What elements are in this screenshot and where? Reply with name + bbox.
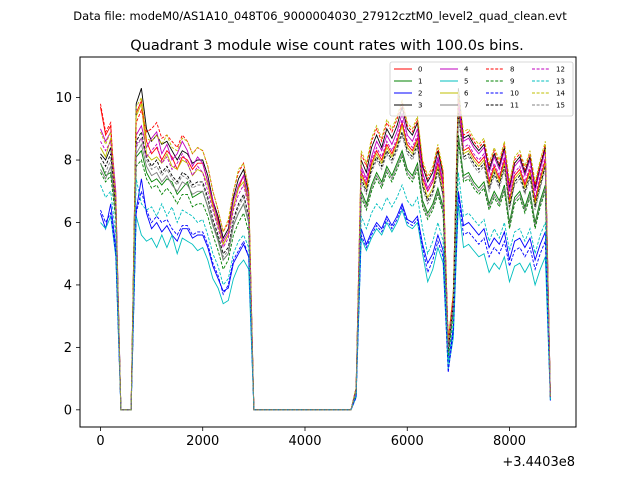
legend-label-9: 9 (510, 78, 514, 86)
series-line-5 (100, 203, 551, 411)
series-line-1 (100, 135, 551, 411)
series-line-10 (100, 191, 551, 411)
y-tick-label: 0 (64, 403, 72, 418)
legend-label-7: 7 (464, 102, 468, 110)
legend-label-2: 2 (418, 90, 422, 98)
x-tick-label: 2000 (186, 434, 219, 449)
series-line-6 (100, 103, 551, 411)
x-tick-label: 6000 (391, 434, 424, 449)
x-axis: 0 2000 4000 6000 8000 (96, 427, 526, 449)
y-tick-label: 4 (64, 278, 72, 293)
y-axis: 0 2 4 6 8 10 (55, 91, 80, 418)
y-tick-label: 6 (64, 216, 72, 231)
series-lines (100, 88, 551, 411)
x-tick-label: 0 (96, 434, 104, 449)
y-tick-label: 10 (55, 91, 72, 106)
y-tick-label: 2 (64, 341, 72, 356)
series-line-15 (100, 116, 551, 411)
series-line-9 (100, 141, 551, 411)
legend-label-15: 15 (556, 102, 565, 110)
legend-label-11: 11 (510, 102, 519, 110)
series-line-3 (100, 88, 551, 411)
legend-label-3: 3 (418, 102, 422, 110)
series-line-13 (100, 172, 551, 411)
legend-label-1: 1 (418, 78, 422, 86)
legend-label-4: 4 (464, 66, 469, 74)
legend-label-10: 10 (510, 90, 519, 98)
x-offset-label: +3.4403e8 (502, 455, 575, 470)
x-tick-label: 8000 (493, 434, 526, 449)
series-line-14 (100, 91, 551, 411)
legend-label-0: 0 (418, 66, 422, 74)
series-line-12 (100, 103, 551, 411)
series-line-4 (100, 100, 551, 411)
plot-frame (79, 56, 577, 428)
legend-label-5: 5 (464, 78, 468, 86)
legend-box (389, 61, 574, 117)
legend-label-13: 13 (556, 78, 565, 86)
series-line-8 (100, 94, 551, 411)
y-tick-label: 8 (64, 154, 72, 169)
legend-label-8: 8 (510, 66, 514, 74)
x-tick-label: 4000 (288, 434, 321, 449)
chart-title: Quadrant 3 module wise count rates with … (130, 38, 524, 54)
chart-suptitle: Data file: modeM0/AS1A10_048T06_90000040… (73, 9, 567, 23)
legend-label-14: 14 (556, 90, 565, 98)
legend-label-6: 6 (464, 90, 469, 98)
legend-label-12: 12 (556, 66, 565, 74)
